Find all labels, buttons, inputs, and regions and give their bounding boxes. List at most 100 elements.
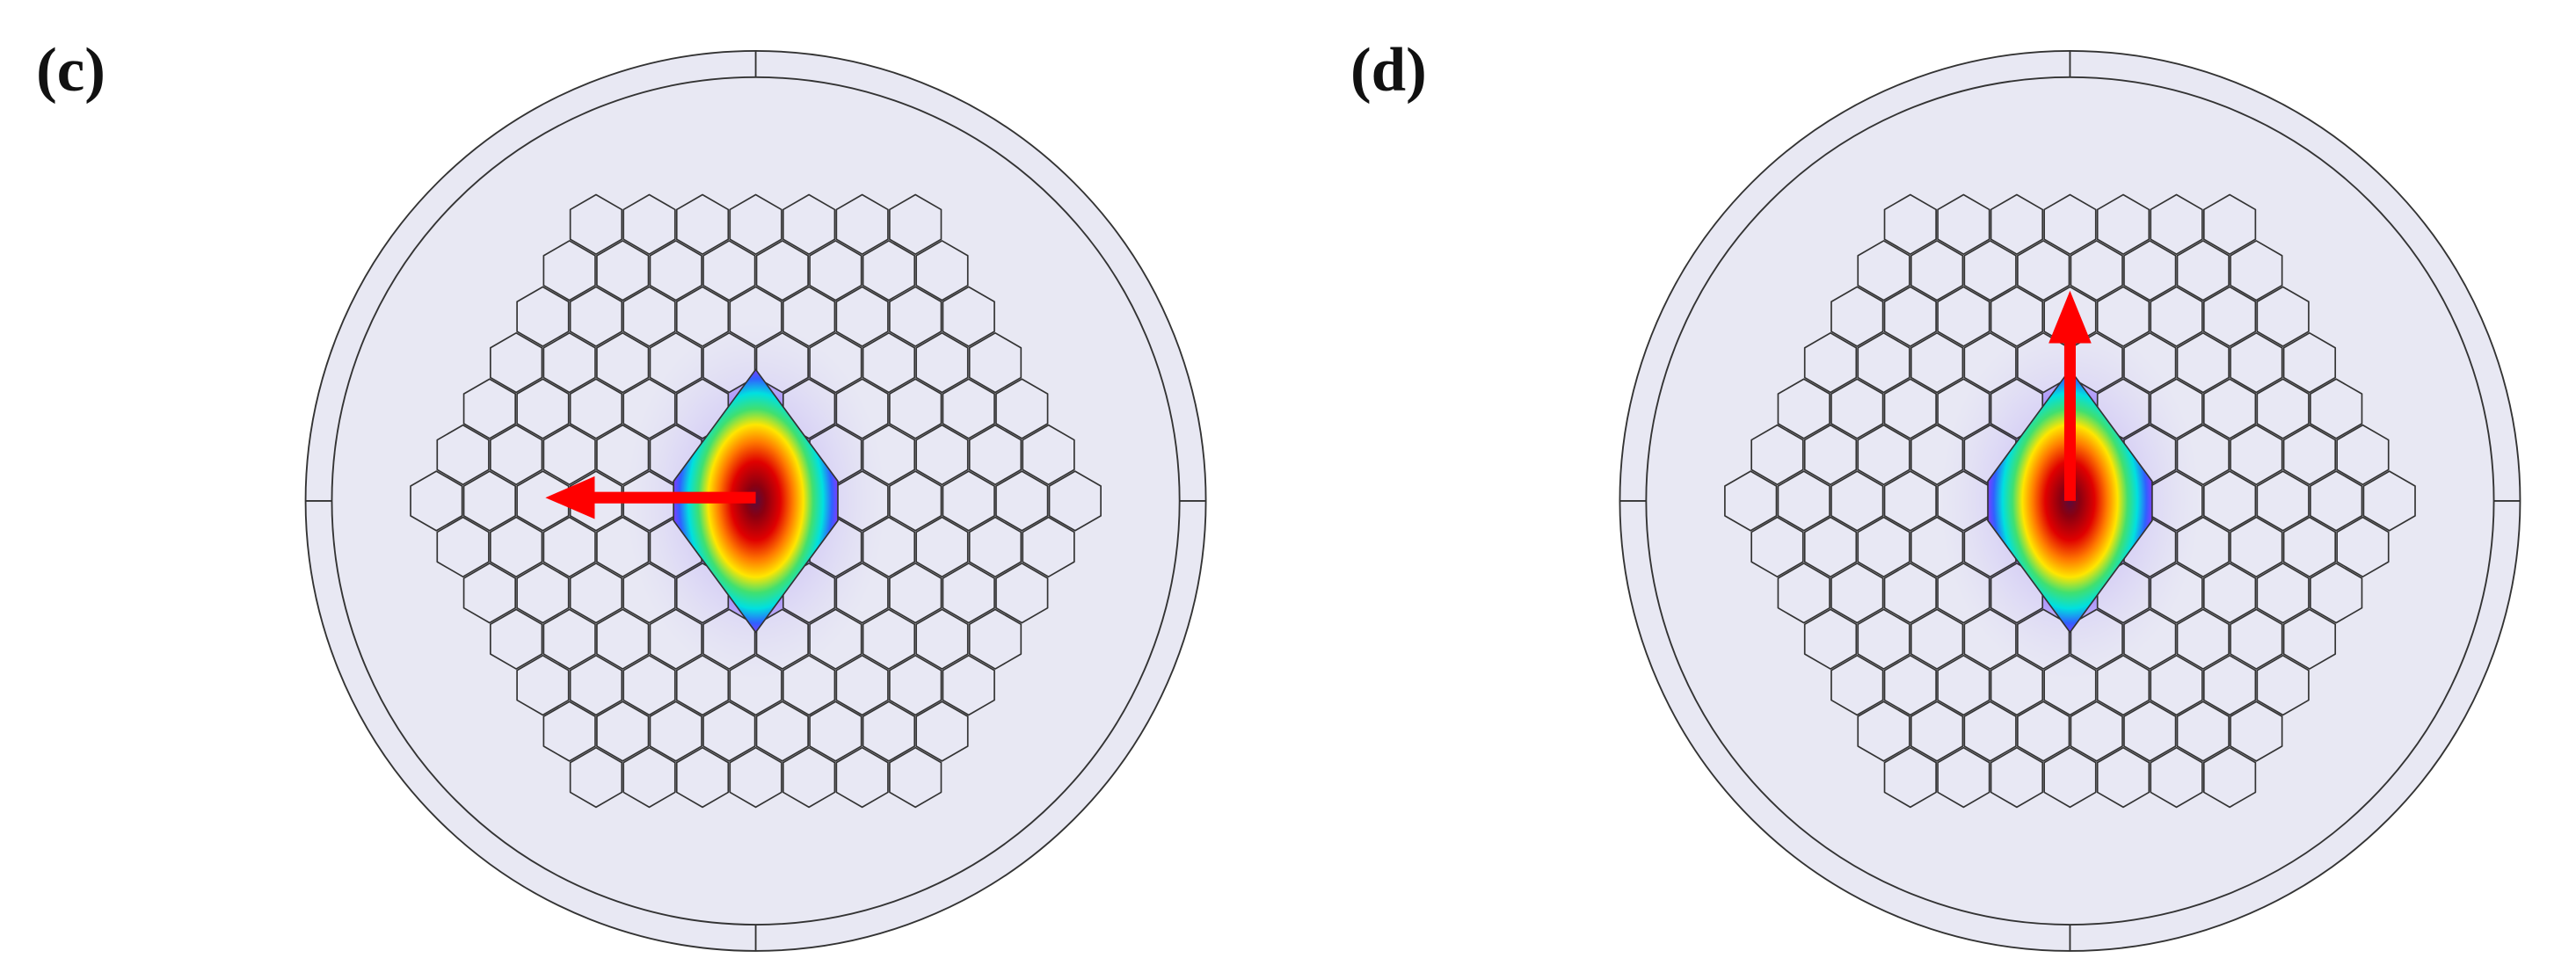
air-hole: [622, 286, 676, 347]
air-hole: [809, 331, 862, 394]
air-hole: [649, 240, 702, 301]
air-hole: [1857, 516, 1910, 578]
air-hole: [2230, 516, 2283, 578]
air-hole: [1937, 378, 1990, 439]
air-hole: [889, 654, 942, 716]
air-hole: [889, 470, 942, 532]
air-hole: [516, 286, 570, 347]
air-hole: [542, 424, 596, 486]
air-hole: [1910, 331, 1964, 394]
air-hole: [2256, 378, 2310, 439]
air-hole: [1777, 378, 1830, 439]
air-hole: [889, 286, 942, 347]
air-hole: [1777, 470, 1830, 532]
air-hole: [782, 286, 836, 347]
air-hole: [1803, 424, 1858, 486]
air-hole: [2070, 701, 2123, 762]
air-hole: [2043, 193, 2097, 256]
air-hole: [995, 470, 1049, 532]
air-hole: [2150, 286, 2203, 347]
air-hole: [915, 424, 969, 486]
air-hole: [835, 746, 889, 809]
air-hole: [1910, 240, 1964, 301]
air-hole: [2017, 608, 2070, 670]
air-hole: [2230, 701, 2283, 762]
air-hole: [542, 331, 596, 394]
air-hole: [1830, 470, 1884, 532]
air-hole: [2202, 378, 2257, 439]
air-hole: [809, 701, 862, 762]
air-hole: [2256, 654, 2310, 716]
air-hole: [2150, 193, 2203, 256]
air-hole: [1883, 563, 1937, 624]
air-hole: [809, 240, 862, 301]
air-hole: [1048, 470, 1102, 532]
air-hole: [2310, 470, 2363, 532]
air-hole: [2362, 470, 2416, 532]
air-hole: [755, 608, 809, 670]
air-hole: [596, 240, 650, 301]
air-hole: [2230, 424, 2283, 486]
air-hole: [755, 701, 809, 762]
air-hole: [2282, 424, 2337, 486]
air-hole: [1910, 701, 1964, 762]
air-hole: [675, 654, 730, 716]
air-hole: [889, 746, 942, 809]
air-hole: [2230, 608, 2283, 670]
air-hole: [1937, 746, 1990, 809]
air-hole: [2336, 516, 2390, 578]
air-hole: [2336, 424, 2390, 486]
air-hole: [995, 378, 1049, 439]
air-hole: [968, 516, 1022, 578]
air-hole: [729, 746, 782, 809]
air-hole: [942, 563, 995, 624]
panel-label: (c): [36, 36, 106, 105]
air-hole: [2070, 240, 2123, 301]
air-hole: [1963, 608, 2017, 670]
air-hole: [2176, 331, 2230, 394]
air-hole: [1777, 563, 1830, 624]
air-hole: [462, 378, 516, 439]
air-hole: [2017, 701, 2070, 762]
air-hole: [1857, 331, 1910, 394]
air-hole: [782, 193, 836, 256]
air-hole: [1022, 516, 1075, 578]
air-hole: [1937, 193, 1990, 256]
air-hole: [889, 193, 942, 256]
air-hole: [2096, 654, 2150, 716]
air-hole: [2150, 746, 2203, 809]
air-hole: [569, 286, 623, 347]
air-hole: [2176, 701, 2230, 762]
fiber-panel: [1619, 49, 2521, 952]
air-hole: [2096, 193, 2150, 256]
air-hole: [436, 424, 490, 486]
air-hole: [2230, 331, 2283, 394]
air-hole: [1883, 193, 1937, 256]
air-hole: [782, 654, 836, 716]
air-hole: [2282, 331, 2337, 394]
air-hole: [942, 378, 995, 439]
air-hole: [2310, 378, 2363, 439]
air-hole: [489, 516, 543, 578]
air-hole: [2017, 240, 2070, 301]
air-hole: [596, 701, 650, 762]
air-hole: [1963, 701, 2017, 762]
air-hole: [2176, 608, 2230, 670]
air-hole: [2256, 286, 2310, 347]
air-hole: [729, 654, 782, 716]
air-hole: [835, 286, 889, 347]
air-hole: [1803, 608, 1858, 670]
air-hole: [2202, 193, 2257, 256]
air-hole: [2230, 240, 2283, 301]
air-hole: [596, 331, 650, 394]
air-hole: [1910, 516, 1964, 578]
air-hole: [596, 424, 650, 486]
air-hole: [2043, 746, 2097, 809]
air-hole: [596, 516, 650, 578]
air-hole: [968, 424, 1022, 486]
air-hole: [862, 701, 916, 762]
air-hole: [2202, 563, 2257, 624]
air-hole: [1857, 240, 1910, 301]
air-hole: [915, 516, 969, 578]
